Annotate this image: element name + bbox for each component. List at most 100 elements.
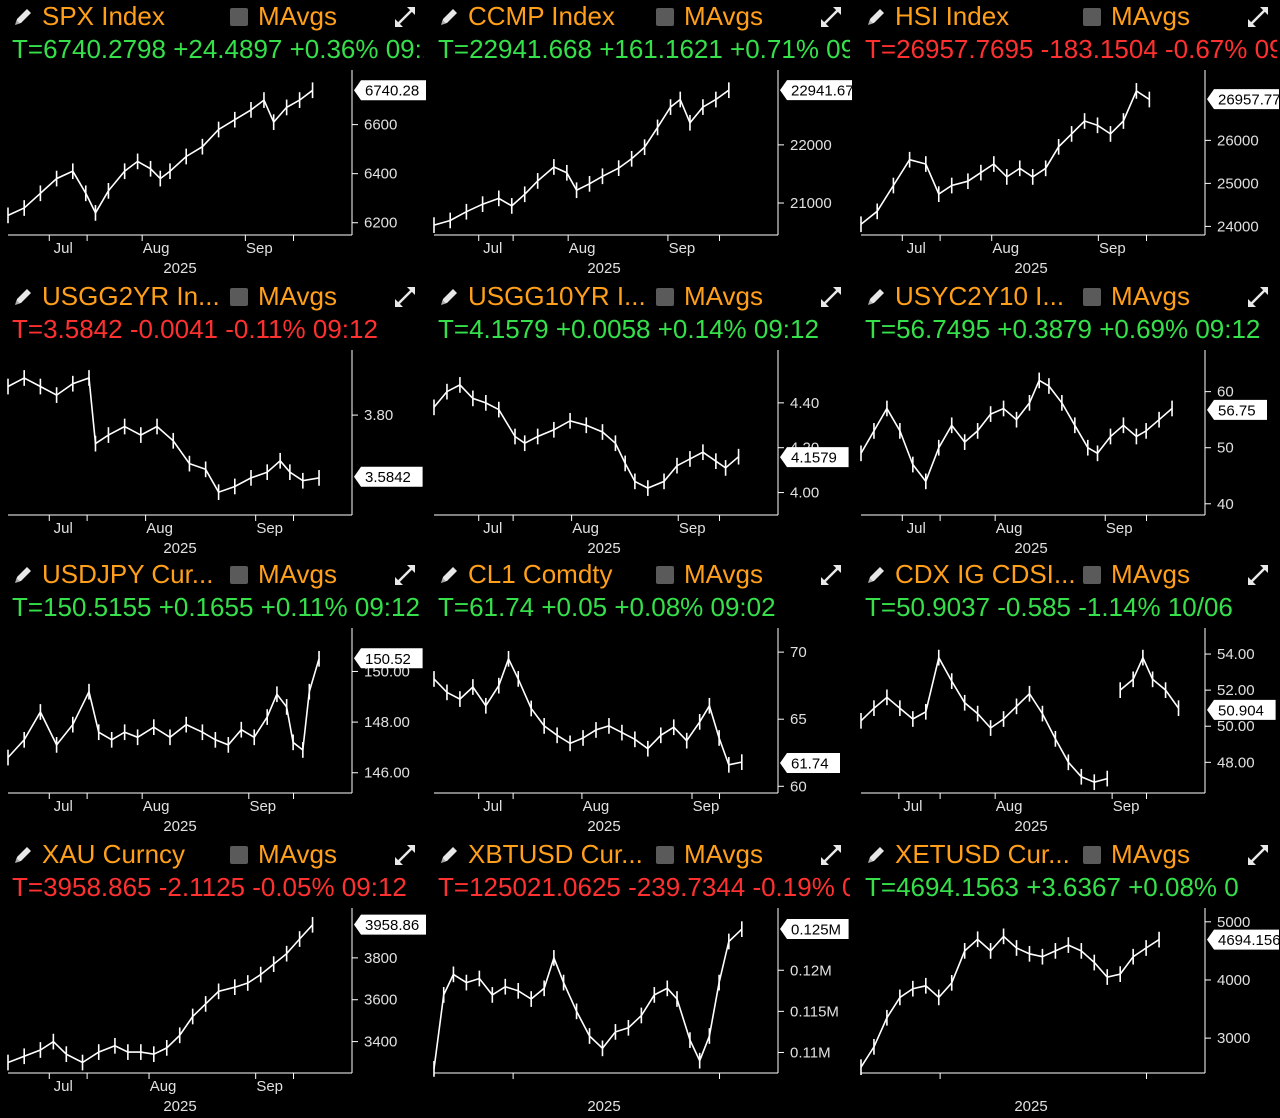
mavgs-label[interactable]: MAvgs bbox=[1111, 559, 1190, 589]
x-tick-label: Jul bbox=[54, 798, 73, 815]
y-tick-label: 65 bbox=[790, 711, 807, 728]
pencil-icon[interactable] bbox=[865, 286, 887, 308]
mavgs-label[interactable]: MAvgs bbox=[258, 1, 337, 31]
expand-icon[interactable] bbox=[1245, 562, 1271, 588]
pencil-icon[interactable] bbox=[12, 6, 34, 28]
checkbox-icon[interactable] bbox=[656, 288, 674, 306]
checkbox-icon[interactable] bbox=[656, 8, 674, 26]
checkbox-icon[interactable] bbox=[1083, 8, 1101, 26]
x-tick-label: Aug bbox=[150, 1078, 177, 1095]
checkbox-icon[interactable] bbox=[656, 566, 674, 584]
checkbox-icon[interactable] bbox=[1083, 846, 1101, 864]
price-line bbox=[860, 655, 1108, 784]
price-chart: 26000 25000 24000 Jul Aug Sep 2025 26957.77 bbox=[860, 70, 1279, 274]
expand-icon[interactable] bbox=[1245, 4, 1271, 30]
panel-title[interactable]: USGG2YR In... bbox=[42, 281, 220, 311]
panel-title[interactable]: USYC2Y10 I... bbox=[895, 281, 1065, 311]
checkbox-icon[interactable] bbox=[230, 566, 248, 584]
y-tick-label: 48.00 bbox=[1217, 754, 1255, 771]
last-value-label: 61.74 bbox=[791, 755, 829, 772]
pencil-icon[interactable] bbox=[12, 564, 34, 586]
expand-icon[interactable] bbox=[1245, 842, 1271, 868]
last-value-tag: 26957.77 bbox=[1207, 89, 1279, 110]
panel-title[interactable]: XAU Curncy bbox=[42, 839, 186, 869]
year-label: 2025 bbox=[163, 818, 196, 832]
year-label: 2025 bbox=[163, 260, 196, 274]
x-tick-label: Sep bbox=[249, 798, 276, 815]
y-tick-label: 50 bbox=[1217, 440, 1234, 457]
price-line bbox=[433, 928, 743, 1070]
last-value-label: 4.1579 bbox=[791, 450, 837, 467]
panel-title[interactable]: CL1 Comdty bbox=[468, 559, 613, 589]
last-value-tag: 4694.156 bbox=[1207, 929, 1279, 950]
checkbox-icon[interactable] bbox=[1083, 566, 1101, 584]
price-chart: 3800 3600 3400 Jul Aug Sep 2025 3958.86 bbox=[7, 908, 426, 1112]
panel-title[interactable]: SPX Index bbox=[42, 1, 165, 31]
pencil-icon[interactable] bbox=[865, 564, 887, 586]
checkbox-icon[interactable] bbox=[1083, 288, 1101, 306]
price-line bbox=[860, 935, 1160, 1068]
year-label: 2025 bbox=[1014, 260, 1047, 274]
mavgs-label[interactable]: MAvgs bbox=[258, 281, 337, 311]
pencil-icon[interactable] bbox=[12, 844, 34, 866]
mavgs-label[interactable]: MAvgs bbox=[1111, 839, 1190, 869]
last-value-tag: 4.1579 bbox=[780, 447, 849, 468]
y-tick-label: 0.12M bbox=[790, 962, 832, 979]
y-tick-label: 25000 bbox=[1217, 175, 1259, 192]
quote-line: T=4694.1563 +3.6367 +0.08% 0 bbox=[865, 872, 1239, 902]
checkbox-icon[interactable] bbox=[230, 288, 248, 306]
panel-header: USGG10YR I... MAvgs bbox=[426, 280, 852, 316]
expand-icon[interactable] bbox=[392, 284, 418, 310]
checkbox-icon[interactable] bbox=[656, 846, 674, 864]
mavgs-label[interactable]: MAvgs bbox=[1111, 1, 1190, 31]
expand-icon[interactable] bbox=[392, 562, 418, 588]
price-chart: 22000 21000 Jul Aug Sep 2025 22941.67 bbox=[433, 70, 852, 274]
pencil-icon[interactable] bbox=[438, 286, 460, 308]
panel-title[interactable]: XBTUSD Cur... bbox=[468, 839, 643, 869]
pencil-icon[interactable] bbox=[438, 564, 460, 586]
panel-title[interactable]: HSI Index bbox=[895, 1, 1010, 31]
expand-icon[interactable] bbox=[818, 284, 844, 310]
mavgs-label[interactable]: MAvgs bbox=[684, 281, 763, 311]
mavgs-label[interactable]: MAvgs bbox=[258, 839, 337, 869]
price-line bbox=[7, 89, 314, 217]
y-tick-label: 54.00 bbox=[1217, 646, 1255, 663]
last-value-tag: 0.125M bbox=[780, 918, 849, 939]
expand-icon[interactable] bbox=[392, 842, 418, 868]
pencil-icon[interactable] bbox=[865, 844, 887, 866]
mavgs-label[interactable]: MAvgs bbox=[684, 839, 763, 869]
y-tick-label: 148.00 bbox=[364, 714, 410, 731]
pencil-icon[interactable] bbox=[12, 286, 34, 308]
pencil-icon[interactable] bbox=[438, 844, 460, 866]
panel-title[interactable]: XETUSD Cur... bbox=[895, 839, 1070, 869]
expand-icon[interactable] bbox=[818, 842, 844, 868]
mavgs-label[interactable]: MAvgs bbox=[684, 1, 763, 31]
panel-header: CCMP Index MAvgs bbox=[426, 0, 852, 36]
price-line bbox=[860, 379, 1173, 484]
checkbox-icon[interactable] bbox=[230, 8, 248, 26]
expand-icon[interactable] bbox=[818, 4, 844, 30]
year-label: 2025 bbox=[587, 1098, 620, 1112]
checkbox-icon[interactable] bbox=[230, 846, 248, 864]
expand-icon[interactable] bbox=[392, 4, 418, 30]
mavgs-label[interactable]: MAvgs bbox=[684, 559, 763, 589]
panel-title[interactable]: CDX IG CDSI... bbox=[895, 559, 1076, 589]
panel-header: USGG2YR In... MAvgs bbox=[0, 280, 426, 316]
panel-title[interactable]: CCMP Index bbox=[468, 1, 615, 31]
last-value-label: 56.75 bbox=[1218, 402, 1256, 419]
panel-title[interactable]: USGG10YR I... bbox=[468, 281, 646, 311]
mavgs-label[interactable]: MAvgs bbox=[1111, 281, 1190, 311]
chart-panel: CDX IG CDSI... MAvgs T=50.9037 -0.585 -1.1… bbox=[853, 558, 1279, 837]
panel-title[interactable]: USDJPY Cur... bbox=[42, 559, 214, 589]
y-tick-label: 3600 bbox=[364, 992, 397, 1009]
mavgs-label[interactable]: MAvgs bbox=[258, 559, 337, 589]
expand-icon[interactable] bbox=[1245, 284, 1271, 310]
expand-icon[interactable] bbox=[818, 562, 844, 588]
pencil-icon[interactable] bbox=[865, 6, 887, 28]
pencil-icon[interactable] bbox=[438, 6, 460, 28]
y-tick-label: 3800 bbox=[364, 950, 397, 967]
y-tick-label: 146.00 bbox=[364, 765, 410, 782]
x-tick-label: Sep bbox=[1113, 798, 1140, 815]
y-tick-label: 3.80 bbox=[364, 407, 393, 424]
